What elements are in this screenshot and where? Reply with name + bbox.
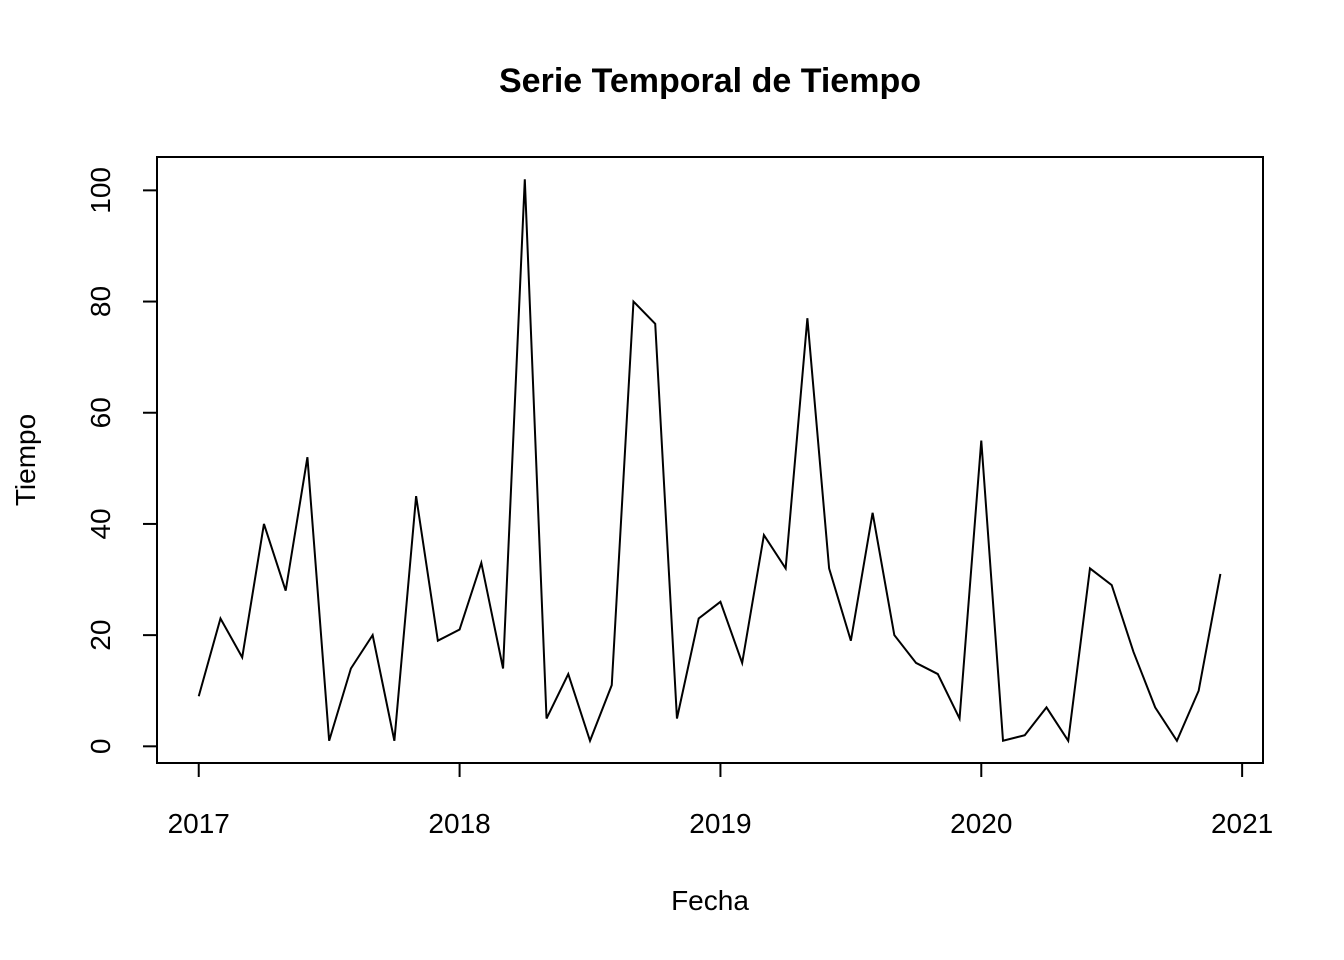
y-axis: 0 20 40 60 80 100 xyxy=(85,167,158,755)
x-axis-label: Fecha xyxy=(671,885,749,916)
chart-title: Serie Temporal de Tiempo xyxy=(499,62,921,100)
y-tick-label: 20 xyxy=(85,620,116,651)
x-tick-label: 2019 xyxy=(689,808,751,839)
y-tick-label: 80 xyxy=(85,286,116,317)
y-tick-label: 0 xyxy=(85,739,116,755)
y-tick-label: 60 xyxy=(85,397,116,428)
x-tick-label: 2017 xyxy=(168,808,230,839)
y-axis-label: Tiempo xyxy=(10,414,41,506)
y-tick-label: 40 xyxy=(85,508,116,539)
x-axis: 2017 2018 2019 2020 2021 xyxy=(168,762,1273,839)
series-line xyxy=(197,179,1222,744)
y-tick-label: 100 xyxy=(85,167,116,214)
x-tick-label: 2018 xyxy=(428,808,490,839)
x-tick-label: 2021 xyxy=(1211,808,1273,839)
x-tick-label: 2020 xyxy=(950,808,1012,839)
